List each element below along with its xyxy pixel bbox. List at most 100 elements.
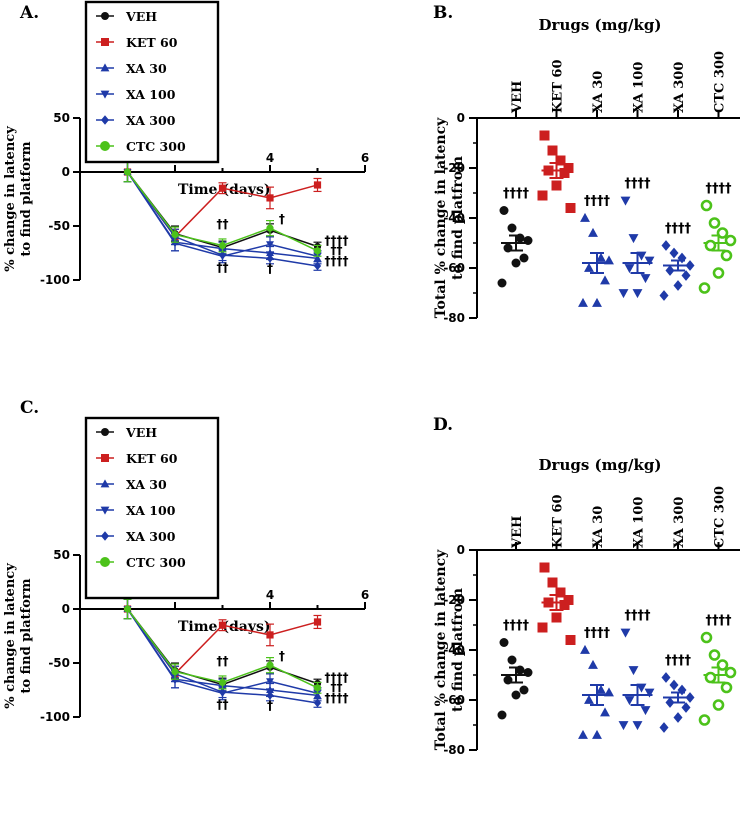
panel-b-data-point (497, 278, 507, 288)
panel-b-data-point (628, 234, 639, 244)
panel-d-data-point (659, 722, 669, 733)
panel-d-y-axis-title-line-2: to find platfrom (450, 588, 466, 712)
panel-d-y-tick-label: -40 (443, 643, 465, 657)
panel-c-annotation: † (279, 649, 285, 663)
panel-b-y-tick-label: -40 (443, 211, 465, 225)
panel-b-category-label: KET 60 (551, 60, 566, 114)
panel-c-y-tick-label: -50 (48, 656, 70, 670)
panel-a-label: A. (19, 3, 39, 23)
panel-b-y-tick-label: -20 (443, 161, 465, 175)
panel-b-y-axis-title-line-2: to find platfrom (450, 156, 466, 280)
panel-d-data-point (708, 649, 721, 661)
panel-a-annotation: †††† (325, 233, 349, 247)
panel-b-y-axis-title-line-1: Total % change in latency (433, 117, 449, 318)
panel-d-data-point (665, 697, 675, 708)
panel-c-annotation: †† (331, 680, 343, 694)
panel-b-data-point (636, 251, 647, 261)
panel-b-data-point (596, 252, 606, 262)
panel-c-y-axis-title-line-2: to find platform (19, 578, 34, 693)
panel-d-data-point (539, 562, 550, 573)
panel-b-data-point (539, 130, 550, 141)
panel-d-data-point (716, 659, 729, 671)
panel-d-data-point (685, 692, 695, 703)
panel-d-data-point (644, 688, 655, 698)
panel-d-data-point (565, 635, 576, 645)
panel-c-annotation: †† (217, 697, 229, 711)
panel-d-data-point (507, 655, 517, 665)
panel-a-y-axis-title-line-1: % change in latency (3, 126, 18, 272)
panel-c-legend-marker (100, 479, 110, 488)
panel-a-legend-marker (100, 90, 110, 99)
panel-c-label: C. (20, 398, 39, 418)
panel-a-y-tick-label: 0 (62, 165, 70, 179)
panel-b-data-point (580, 212, 590, 222)
panel-d-label: D. (433, 415, 453, 435)
panel-b-data-point (511, 258, 521, 268)
panel-b-data-point (685, 260, 695, 271)
panel-a-legend-label: CTC 300 (126, 139, 186, 154)
panel-b-data-point (555, 155, 566, 166)
panel-c-legend-marker (100, 557, 110, 567)
panel-d-title: Drugs (mg/kg) (539, 456, 662, 474)
panel-d-data-point (677, 684, 687, 696)
panel-a-legend-label: XA 300 (126, 113, 176, 128)
panel-d-data-point (547, 577, 558, 588)
panel-c-legend-marker (100, 506, 110, 515)
panel-c-y-tick-label: 0 (62, 602, 70, 616)
panel-d-data-point (596, 684, 606, 694)
panel-b-label: B. (433, 3, 453, 23)
panel-c-point (171, 668, 179, 676)
panel-d-data-point (632, 721, 643, 731)
panel-c-x-tick-label: 6 (361, 588, 369, 602)
panel-a-point (313, 181, 322, 189)
panel-a-y-tick-label: -50 (48, 219, 70, 233)
panel-b-data-point (677, 252, 687, 264)
panel-b-data-point (584, 262, 594, 272)
panel-c-y-axis-title-line: % change in latencyto find platform (3, 563, 34, 709)
panel-b-data-point (659, 290, 669, 301)
panel-d-y-axis-title-line-1: Total % change in latency (433, 549, 449, 750)
panel-d-annotation: †††† (625, 609, 652, 624)
panel-d-data-point (499, 638, 509, 647)
panel-b-data-point (665, 265, 675, 276)
panel-b-title: Drugs (mg/kg) (539, 16, 662, 34)
panel-b-data-point (503, 243, 513, 253)
panel-b-data-point (551, 180, 562, 191)
panel-a-annotation: † (279, 212, 285, 226)
panel-a-legend-marker (101, 115, 109, 125)
panel-b-data-point (600, 275, 610, 285)
panel-c-legend-label: XA 300 (126, 529, 176, 544)
panel-b-data-point (519, 253, 529, 263)
panel-a-legend-marker (101, 12, 109, 20)
panel-c-point (218, 687, 227, 697)
panel-d-data-point (618, 721, 629, 731)
panel-a-point (313, 247, 322, 255)
panel-b-data-point (499, 206, 509, 215)
panel-b-data-point (700, 199, 713, 212)
panel-b-data-point (708, 217, 721, 229)
panel-a-y-axis-title-line-2: to find platform (19, 141, 34, 256)
panel-a-point (313, 261, 322, 271)
panel-b-annotation: †††† (665, 222, 692, 237)
panel-a-point (266, 241, 274, 249)
panel-a-annotation: †† (217, 260, 229, 274)
panel-d-y-tick-label: 0 (457, 543, 465, 557)
panel-d-data-point (519, 685, 529, 695)
panel-b-data-point (620, 196, 631, 206)
panel-d-data-point (515, 665, 525, 675)
panel-d-data-point (523, 668, 533, 677)
panel-c-annotation: †††† (325, 691, 349, 705)
panel-b-data-point (523, 236, 533, 245)
panel-b-data-point (669, 247, 679, 259)
panel-c-point (266, 661, 274, 669)
panel-b-data-point (704, 239, 717, 252)
panel-b-data-point (640, 274, 651, 284)
panel-a-point (266, 224, 274, 232)
panel-d-data-point (669, 679, 679, 691)
panel-a-y-tick-label: -100 (40, 273, 70, 287)
panel-d-annotation: †††† (665, 654, 692, 669)
panel-d-category-label: CTC 300 (713, 486, 728, 548)
panel-b-data-point (720, 249, 733, 262)
panel-b-category-label: VEH (510, 81, 525, 114)
